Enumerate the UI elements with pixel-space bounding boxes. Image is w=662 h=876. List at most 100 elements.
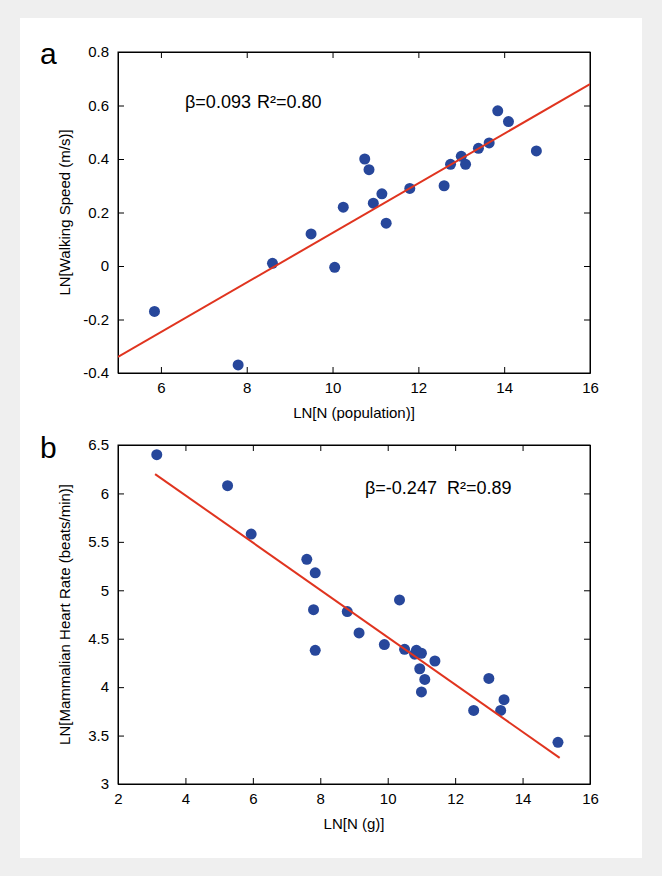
axis [584, 53, 591, 374]
tick [455, 445, 456, 451]
tick: 8 [243, 367, 251, 396]
tick-mark [118, 784, 124, 785]
tick-label: 6.5 [88, 436, 109, 453]
point [376, 188, 387, 199]
tick [584, 159, 590, 160]
point [338, 202, 349, 213]
plot-frame [118, 445, 590, 784]
panel-letter: b [40, 431, 57, 464]
tick-label: 5.5 [88, 533, 109, 550]
tick-label: 8 [317, 790, 325, 807]
point [394, 594, 405, 605]
tick-mark [584, 52, 590, 53]
annotation: R²=0.89 [447, 478, 512, 498]
tick [584, 784, 590, 785]
tick-mark [118, 687, 124, 688]
tick-label: 5 [101, 582, 109, 599]
tick-mark [320, 778, 321, 784]
figure: 6810121416-0.4-0.200.20.40.60.8aβ=0.093R… [0, 0, 662, 876]
tick-mark [523, 445, 524, 451]
tick-mark [247, 367, 248, 373]
tick [185, 445, 186, 451]
axis-line [119, 445, 591, 446]
tick [584, 639, 590, 640]
tick [253, 445, 254, 451]
tick-mark [584, 784, 590, 785]
axis: 6810121416 [119, 367, 599, 396]
tick [584, 542, 590, 543]
tick-mark [118, 266, 124, 267]
tick-mark [584, 590, 590, 591]
tick: 0.8 [88, 43, 124, 60]
tick-label: 10 [325, 379, 342, 396]
axis-line [119, 373, 591, 374]
axis [584, 446, 591, 785]
tick-mark [253, 778, 254, 784]
point [416, 686, 427, 697]
tick [388, 445, 389, 451]
tick-label: 0.8 [88, 43, 109, 60]
point [483, 673, 494, 684]
tick: 14 [496, 367, 513, 396]
tick [584, 736, 590, 737]
tick [584, 320, 590, 321]
tick-label: 14 [496, 379, 513, 396]
tick-mark [584, 493, 590, 494]
point [329, 262, 340, 273]
point [381, 218, 392, 229]
tick-mark [118, 106, 124, 107]
tick: 8 [317, 778, 325, 807]
annotation: β=-0.247 [365, 478, 437, 498]
tick-label: 12 [411, 379, 428, 396]
tick-mark [418, 367, 419, 373]
tick-mark [118, 590, 124, 591]
tick-mark [118, 373, 124, 374]
card [20, 18, 642, 858]
tick: 6 [101, 485, 124, 502]
tick-mark [388, 778, 389, 784]
chart: 24681012141633.544.555.566.5bβ=-0.247R²=… [40, 431, 599, 832]
tick-mark [455, 445, 456, 451]
tick-label: 10 [380, 790, 397, 807]
tick-mark [320, 445, 321, 451]
tick: 5.5 [88, 533, 124, 550]
point [149, 306, 160, 317]
tick: 4.5 [88, 630, 124, 647]
tick: 10 [380, 778, 397, 807]
point [310, 567, 321, 578]
point [439, 180, 450, 191]
tick-mark [253, 445, 254, 451]
tick-mark [118, 542, 124, 543]
point [499, 694, 510, 705]
tick: 14 [515, 778, 532, 807]
tick [247, 52, 248, 58]
x-axis-title: LN[N (population)] [293, 404, 415, 421]
axis-line [590, 53, 591, 374]
tick [504, 52, 505, 58]
point [354, 627, 365, 638]
tick-mark [247, 52, 248, 58]
tick-label: 2 [114, 790, 122, 807]
tick: 12 [447, 778, 464, 807]
tick [584, 445, 590, 446]
tick: 5 [101, 582, 124, 599]
tick-mark [455, 778, 456, 784]
axis-line [590, 446, 591, 785]
tick-label: 4.5 [88, 630, 109, 647]
tick: 6 [157, 367, 165, 396]
tick-mark [584, 687, 590, 688]
point [414, 663, 425, 674]
tick-label: 3 [101, 775, 109, 792]
axis: -0.4-0.200.20.40.60.8 [83, 43, 124, 381]
fit-line [118, 84, 590, 357]
annotation: R²=0.80 [257, 92, 322, 112]
axis-line [118, 446, 119, 785]
tick [584, 687, 590, 688]
tick-mark [118, 213, 124, 214]
axis-line [119, 784, 591, 785]
tick-label: -0.4 [83, 364, 109, 381]
tick-mark [584, 736, 590, 737]
axis: 33.544.555.566.5 [88, 436, 124, 792]
tick-label: 6 [101, 485, 109, 502]
tick-label: 4 [182, 790, 190, 807]
